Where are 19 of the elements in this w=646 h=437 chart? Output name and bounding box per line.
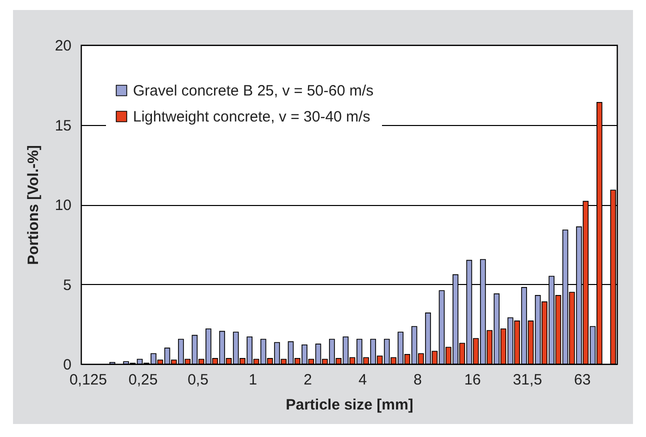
y-tick-label: 20 (54, 38, 72, 54)
legend-label: Lightweight concrete, v = 30-40 m/s (133, 108, 370, 126)
legend-label: Gravel concrete B 25, v = 50-60 m/s (133, 82, 374, 100)
x-tick-label: 0,25 (128, 372, 158, 388)
x-tick-label: 0,125 (69, 372, 107, 388)
y-tick-label: 15 (54, 117, 72, 134)
x-tick-label: 1 (248, 372, 258, 388)
y-tick-label: 10 (54, 197, 72, 214)
x-tick-label: 31,5 (512, 372, 542, 388)
y-axis-title: Portions [Vol.-%] (24, 145, 42, 265)
x-tick-label: 63 (574, 372, 591, 388)
x-tick-label: 2 (304, 372, 312, 388)
x-tick-label: 4 (358, 372, 367, 388)
x-tick-label: 0,5 (188, 372, 208, 388)
y-tick-label: 5 (63, 276, 72, 294)
x-axis-title: Particle size [mm] (286, 396, 414, 414)
x-tick-label: 16 (464, 372, 481, 388)
x-tick-label: 8 (413, 372, 422, 388)
y-tick-label: 0 (63, 356, 72, 374)
